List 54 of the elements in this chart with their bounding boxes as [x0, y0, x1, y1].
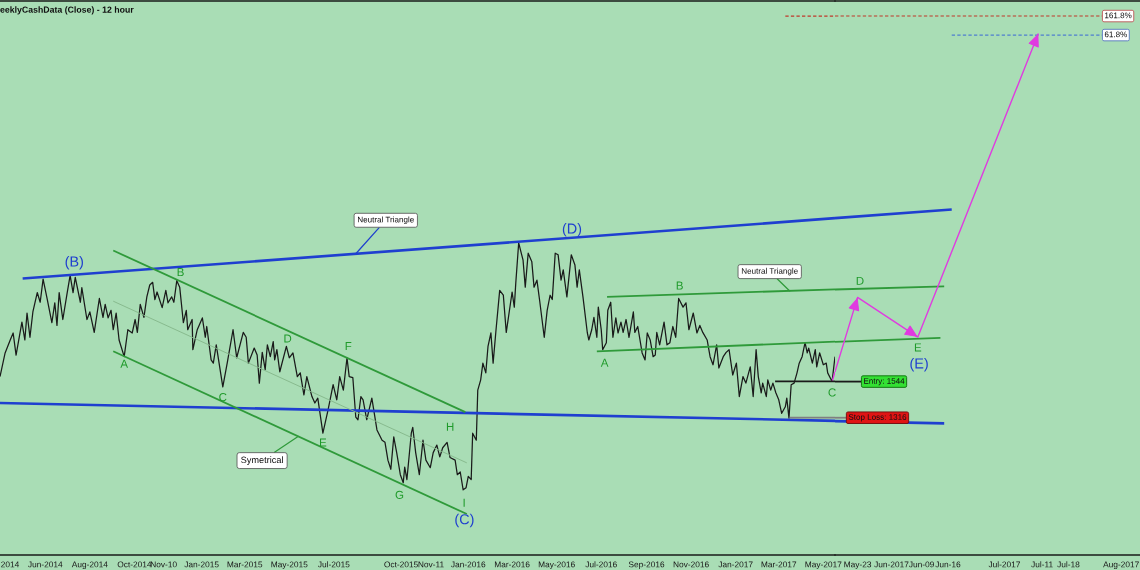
- x-tick-label: Nov-10: [150, 561, 177, 568]
- x-tick-label: May-2016: [538, 561, 575, 570]
- annotation: (C): [455, 513, 474, 528]
- annotation: Neutral Triangle: [741, 267, 798, 276]
- annotation: B: [676, 281, 683, 290]
- x-tick-label: Jul-18: [1057, 561, 1080, 568]
- data-label: Stop Loss: 1316: [848, 414, 907, 422]
- x-tick-label: May-2015: [271, 561, 308, 570]
- annotation: I: [463, 498, 465, 507]
- x-tick-label: 2014: [1, 561, 20, 568]
- x-tick-label: Nov-2016: [673, 561, 709, 568]
- x-tick-label: May-23: [844, 561, 872, 570]
- x-tick-label: Jun-09: [909, 561, 934, 568]
- x-tick-label: Jul-11: [1031, 561, 1053, 568]
- chart-title: eeklyCashData (Close) - 12 hour: [0, 6, 134, 15]
- x-tick-label: Mar-2015: [227, 561, 263, 568]
- annotation: E: [320, 438, 327, 447]
- x-tick-label: May-2017: [805, 561, 842, 570]
- x-tick-label: Jul-2017: [988, 561, 1021, 568]
- x-tick-label: Mar-2017: [761, 561, 797, 568]
- annotation: (D): [562, 223, 582, 237]
- annotation: A: [120, 359, 129, 368]
- annotation: Neutral Triangle: [358, 216, 414, 225]
- data-label: Entry: 1544: [864, 378, 905, 386]
- annotation: C: [219, 393, 227, 402]
- x-tick-label: Oct-2015: [384, 561, 418, 568]
- annotation: G: [395, 490, 404, 499]
- x-tick-label: Nov-11: [418, 561, 444, 568]
- x-tick-label: Jan-2017: [718, 561, 753, 568]
- x-tick-label: Jul-2016: [585, 561, 617, 568]
- annotation: D: [284, 334, 292, 343]
- annotation: C: [828, 388, 836, 397]
- x-tick-label: Jan-2016: [451, 561, 486, 568]
- annotation: (B): [65, 256, 83, 270]
- x-tick-label: Aug-2014: [71, 561, 108, 570]
- x-tick-label: Mar-2016: [494, 561, 530, 568]
- x-tick-label: Sep-2016: [628, 561, 665, 570]
- annotation: 61.8%: [1104, 31, 1127, 38]
- annotation: D: [856, 276, 864, 285]
- x-tick-label: Oct-2014: [117, 561, 152, 568]
- annotation: (E): [910, 357, 928, 372]
- annotation: H: [446, 422, 454, 431]
- x-tick-label: Jul-2015: [318, 561, 350, 568]
- x-tick-label: Jun-2017: [874, 561, 909, 568]
- annotation: E: [914, 343, 922, 352]
- annotation: B: [177, 268, 184, 277]
- annotation: 161.8%: [1105, 12, 1132, 19]
- annotation: A: [600, 358, 609, 367]
- annotation: Symetrical: [241, 456, 283, 465]
- annotation: F: [345, 342, 352, 351]
- x-tick-label: Jun-16: [935, 561, 961, 568]
- x-tick-label: Jan-2015: [184, 561, 219, 568]
- x-tick-label: Jun-2014: [28, 561, 63, 568]
- x-tick-label: Aug-2017: [1103, 561, 1139, 570]
